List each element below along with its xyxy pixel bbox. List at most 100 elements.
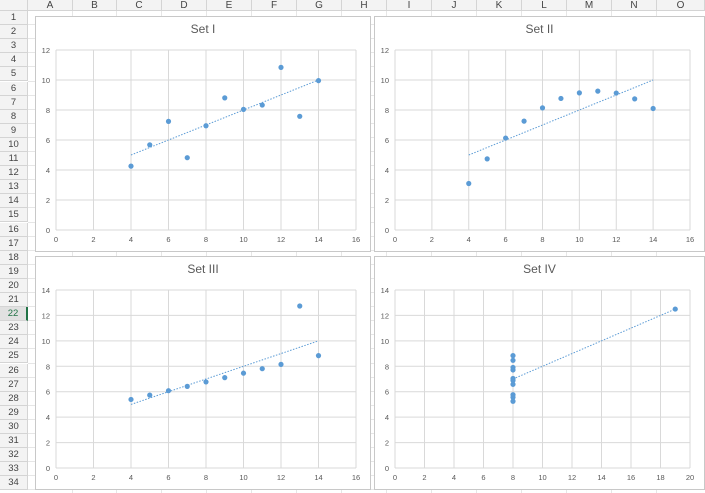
data-point: [539, 105, 546, 111]
linear-trendline: [130, 340, 319, 405]
y-tick-label: 14: [381, 286, 389, 295]
chart-set-iv[interactable]: Set IV 0 2 4 6 8 10 12 14 16 18 20 0 2 4 6 8 10 12 14: [374, 256, 705, 490]
row-header[interactable]: 1: [0, 11, 28, 26]
row-header[interactable]: 2: [0, 25, 28, 40]
column-gridline: [251, 11, 252, 493]
row-header[interactable]: 26: [0, 363, 28, 378]
row-header[interactable]: 18: [0, 250, 28, 265]
x-tick-label: 14: [314, 235, 322, 244]
data-point: [240, 370, 247, 376]
scatter-plot-area: 0 2 4 6 8 10 12 14 16 18 20 0 2 4 6 8 10 12 14: [381, 286, 695, 482]
row-header[interactable]: 21: [0, 293, 28, 308]
y-tick-label: 2: [385, 196, 389, 205]
row-header[interactable]: 33: [0, 462, 28, 477]
row-header[interactable]: 7: [0, 95, 28, 110]
column-header[interactable]: I: [387, 0, 432, 11]
column-gridline: [656, 11, 657, 493]
data-point: [510, 353, 516, 359]
column-gridline: [341, 11, 342, 493]
row-header[interactable]: 29: [0, 405, 28, 420]
row-header[interactable]: 32: [0, 448, 28, 463]
x-tick-label: 10: [575, 235, 583, 244]
row-header[interactable]: 12: [0, 166, 28, 181]
column-header[interactable]: M: [567, 0, 612, 11]
row-header[interactable]: 20: [0, 278, 28, 293]
data-point: [184, 383, 190, 389]
row-header[interactable]: 24: [0, 335, 28, 350]
y-tick-label: 10: [381, 76, 389, 85]
column-header[interactable]: O: [657, 0, 705, 11]
row-header[interactable]: 6: [0, 81, 28, 96]
column-header[interactable]: B: [73, 0, 117, 11]
data-point: [165, 118, 172, 124]
y-tick-label: 0: [46, 226, 50, 235]
y-tick-label: 14: [42, 286, 50, 295]
row-header[interactable]: 28: [0, 391, 28, 406]
column-header[interactable]: K: [477, 0, 522, 11]
column-header[interactable]: E: [207, 0, 252, 11]
x-tick-label: 6: [166, 235, 170, 244]
y-tick-label: 2: [46, 196, 50, 205]
chart-set-iii[interactable]: Set III 0 2 4 6 8 10 12 14 16 0 2 4 6 8 10 12 14: [35, 256, 371, 490]
x-tick-label: 4: [129, 473, 133, 482]
chart-title: Set III: [187, 262, 219, 276]
row-header[interactable]: 8: [0, 109, 28, 124]
column-header[interactable]: J: [432, 0, 477, 11]
column-header[interactable]: F: [252, 0, 297, 11]
y-tick-label: 10: [42, 76, 50, 85]
x-tick-label: 8: [204, 473, 208, 482]
chart-set-ii[interactable]: Set II 0 2 4 6 8 10 12 14 16 0 2 4 6 8 10 12: [374, 16, 705, 252]
row-header[interactable]: 25: [0, 349, 28, 364]
row-header[interactable]: 31: [0, 434, 28, 449]
row-header[interactable]: 15: [0, 208, 28, 223]
row-header[interactable]: 23: [0, 321, 28, 336]
data-point: [222, 375, 228, 381]
column-header[interactable]: A: [28, 0, 73, 11]
y-tick-label: 10: [381, 337, 389, 346]
x-tick-label: 10: [538, 473, 546, 482]
column-header[interactable]: C: [117, 0, 162, 11]
x-tick-label: 18: [656, 473, 664, 482]
data-point: [613, 90, 619, 96]
row-header[interactable]: 11: [0, 152, 28, 167]
column-header[interactable]: N: [612, 0, 657, 11]
row-header[interactable]: 34: [0, 476, 28, 491]
y-tick-label: 12: [381, 46, 389, 55]
column-gridline: [431, 11, 432, 493]
row-header[interactable]: 16: [0, 222, 28, 237]
row-header[interactable]: 17: [0, 236, 28, 251]
row-header[interactable]: 14: [0, 194, 28, 209]
row-header[interactable]: 19: [0, 264, 28, 279]
row-header[interactable]: 27: [0, 377, 28, 392]
row-header[interactable]: 13: [0, 180, 28, 195]
column-header[interactable]: G: [297, 0, 342, 11]
x-tick-label: 6: [166, 473, 170, 482]
row-header[interactable]: 3: [0, 39, 28, 54]
row-header[interactable]: 5: [0, 67, 28, 82]
row-header[interactable]: 30: [0, 419, 28, 434]
y-tick-label: 4: [385, 166, 389, 175]
data-point: [510, 357, 516, 363]
chart-set-i[interactable]: Set I 0 2 4 6 8 10 12 14 16 0 2 4 6 8 10 12: [35, 16, 371, 252]
data-point: [510, 364, 516, 371]
row-header[interactable]: 22: [0, 307, 28, 322]
data-point: [278, 361, 284, 367]
x-tick-label: 16: [352, 473, 360, 482]
column-header[interactable]: H: [342, 0, 387, 11]
column-header[interactable]: L: [522, 0, 567, 11]
row-header[interactable]: 10: [0, 137, 28, 152]
data-point: [510, 398, 516, 404]
data-point: [315, 78, 322, 84]
chart-title: Set II: [525, 22, 554, 36]
row-header[interactable]: 4: [0, 53, 28, 68]
linear-trendline: [468, 79, 654, 156]
column-header[interactable]: D: [162, 0, 207, 11]
data-point: [147, 142, 153, 148]
row-header[interactable]: 9: [0, 123, 28, 138]
data-point: [595, 88, 601, 94]
x-tick-label: 2: [430, 235, 434, 244]
x-tick-label: 14: [314, 473, 322, 482]
select-all-corner[interactable]: [0, 0, 28, 11]
data-point: [510, 394, 516, 400]
